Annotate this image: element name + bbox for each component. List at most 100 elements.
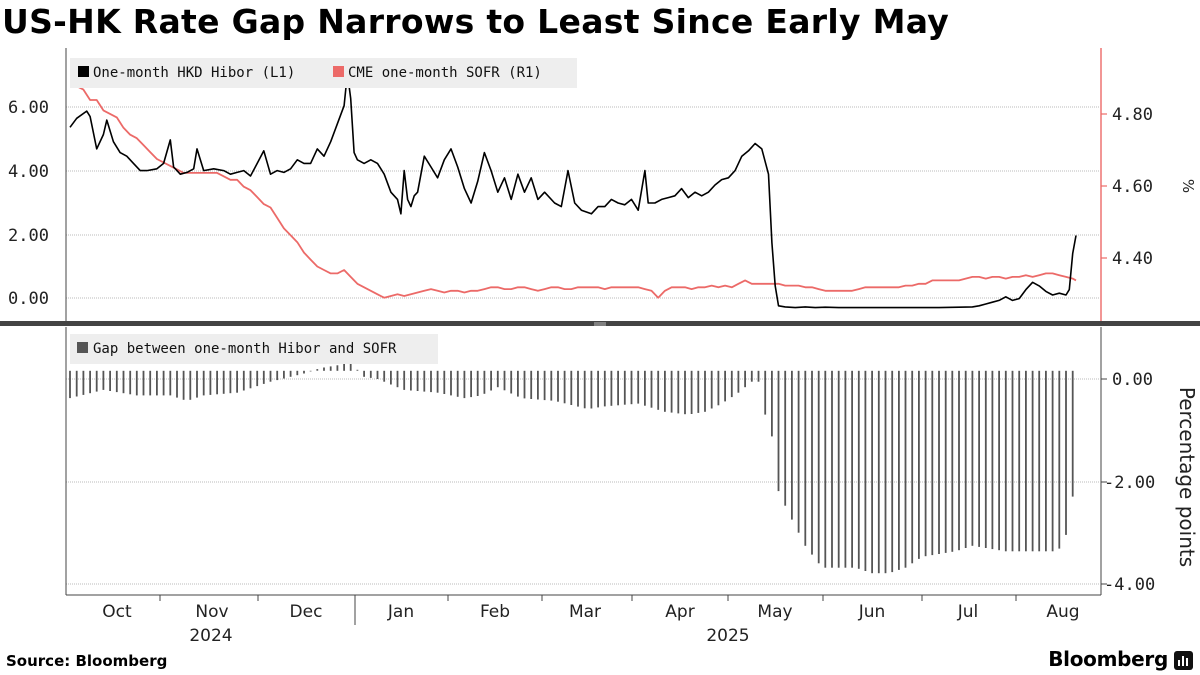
gap-bar bbox=[637, 370, 640, 404]
gap-legend-swatch bbox=[77, 342, 88, 353]
gap-bar bbox=[978, 370, 980, 547]
gap-bar bbox=[730, 370, 733, 398]
gap-bar bbox=[657, 370, 660, 410]
gap-bar bbox=[991, 370, 994, 550]
gap-bar bbox=[1065, 370, 1067, 535]
gap-bar bbox=[423, 370, 426, 392]
gap-bar bbox=[142, 370, 145, 396]
gap-bar bbox=[1038, 370, 1041, 552]
x-month-label: Dec bbox=[290, 602, 323, 622]
gap-bar bbox=[804, 370, 807, 546]
gap-bar bbox=[690, 370, 693, 414]
gap-bar bbox=[951, 370, 954, 552]
gap-bar bbox=[837, 370, 840, 568]
gap-bar bbox=[122, 370, 125, 394]
gap-bar bbox=[1004, 370, 1007, 552]
x-axis-ticks bbox=[159, 595, 1017, 625]
gap-bar bbox=[463, 370, 466, 399]
gap-bar bbox=[303, 370, 305, 374]
gap-bar bbox=[329, 366, 332, 371]
gap-bar bbox=[209, 370, 212, 395]
gap-bar bbox=[851, 370, 853, 568]
gap-bar bbox=[563, 370, 566, 404]
gap-bar bbox=[864, 370, 867, 571]
gap-bar bbox=[403, 370, 406, 390]
hibor-legend-swatch bbox=[78, 66, 89, 77]
gap-bar bbox=[1031, 370, 1034, 552]
gap-bar bbox=[470, 370, 472, 398]
gap-bar bbox=[757, 370, 760, 382]
gap-bar bbox=[644, 370, 646, 406]
gap-bar bbox=[577, 370, 579, 407]
gap-bar bbox=[717, 370, 720, 406]
gap-bar bbox=[831, 370, 833, 568]
bottom-right-ticks bbox=[1101, 378, 1107, 585]
gap-bar bbox=[824, 370, 827, 568]
gap-bar bbox=[791, 370, 793, 520]
gap-bar bbox=[904, 370, 907, 568]
right-axis-ticks bbox=[1101, 113, 1107, 259]
gap-bar bbox=[710, 370, 713, 409]
x-month-label: Apr bbox=[665, 602, 694, 622]
gap-bar bbox=[844, 370, 847, 568]
gap-bar bbox=[898, 370, 900, 570]
gap-bar bbox=[871, 370, 873, 574]
gap-bar bbox=[82, 370, 85, 395]
left-tick-label: 4.00 bbox=[8, 162, 49, 182]
gap-bar bbox=[410, 370, 412, 391]
sofr-line bbox=[70, 85, 1077, 299]
x-month-label: Feb bbox=[480, 602, 510, 622]
gap-bar bbox=[677, 370, 680, 414]
gap-bar bbox=[877, 370, 880, 574]
gap-bar bbox=[376, 370, 379, 379]
gap-bar bbox=[777, 370, 780, 492]
x-month-label: Jan bbox=[387, 602, 414, 622]
gap-bar bbox=[884, 370, 887, 574]
gap-bar bbox=[891, 370, 894, 573]
gap-legend-label: Gap between one-month Hibor and SOFR bbox=[93, 341, 397, 357]
gap-bar bbox=[443, 370, 446, 394]
gap-bar bbox=[817, 370, 820, 564]
gap-bar bbox=[242, 370, 245, 391]
gap-bar bbox=[182, 370, 185, 400]
gap-bar bbox=[998, 370, 1000, 551]
x-year-label: 2024 bbox=[189, 626, 232, 646]
gap-bar bbox=[416, 370, 419, 391]
gap-bar bbox=[109, 370, 111, 391]
x-month-label: Mar bbox=[569, 602, 601, 622]
gap-bar bbox=[984, 370, 987, 548]
bloomberg-terminal-icon bbox=[1174, 651, 1193, 670]
gap-bar bbox=[176, 370, 178, 398]
gap-bar bbox=[483, 370, 486, 394]
gap-bar bbox=[196, 370, 198, 398]
gap-bar bbox=[309, 370, 312, 372]
x-month-label: Jul bbox=[957, 602, 979, 622]
bottom-panel-grid bbox=[66, 378, 1100, 585]
gap-bar bbox=[1058, 370, 1061, 549]
gap-bar bbox=[249, 370, 252, 389]
gap-bar bbox=[343, 361, 345, 371]
gap-bar bbox=[570, 370, 573, 405]
gap-bar bbox=[650, 370, 653, 408]
gap-bar bbox=[811, 370, 813, 555]
gap-bar bbox=[95, 370, 98, 392]
gap-bar bbox=[517, 370, 519, 397]
gap-bar bbox=[430, 370, 432, 393]
gap-bar bbox=[750, 370, 753, 382]
gap-bar bbox=[583, 370, 586, 409]
left-tick-label: 0.00 bbox=[8, 289, 49, 309]
gap-bar bbox=[1071, 370, 1074, 497]
gap-bar bbox=[256, 370, 259, 387]
gap-bar bbox=[450, 370, 452, 396]
gap-bar bbox=[296, 370, 299, 376]
gap-bar bbox=[503, 370, 506, 391]
gap-bar bbox=[1045, 370, 1047, 552]
gap-bar bbox=[597, 370, 599, 408]
splitter-handle bbox=[594, 322, 606, 326]
gap-bar bbox=[69, 370, 71, 399]
bottom-legend-box bbox=[70, 334, 438, 364]
gap-bar bbox=[383, 370, 386, 382]
gap-bar bbox=[390, 370, 392, 385]
gap-bar bbox=[958, 370, 960, 551]
